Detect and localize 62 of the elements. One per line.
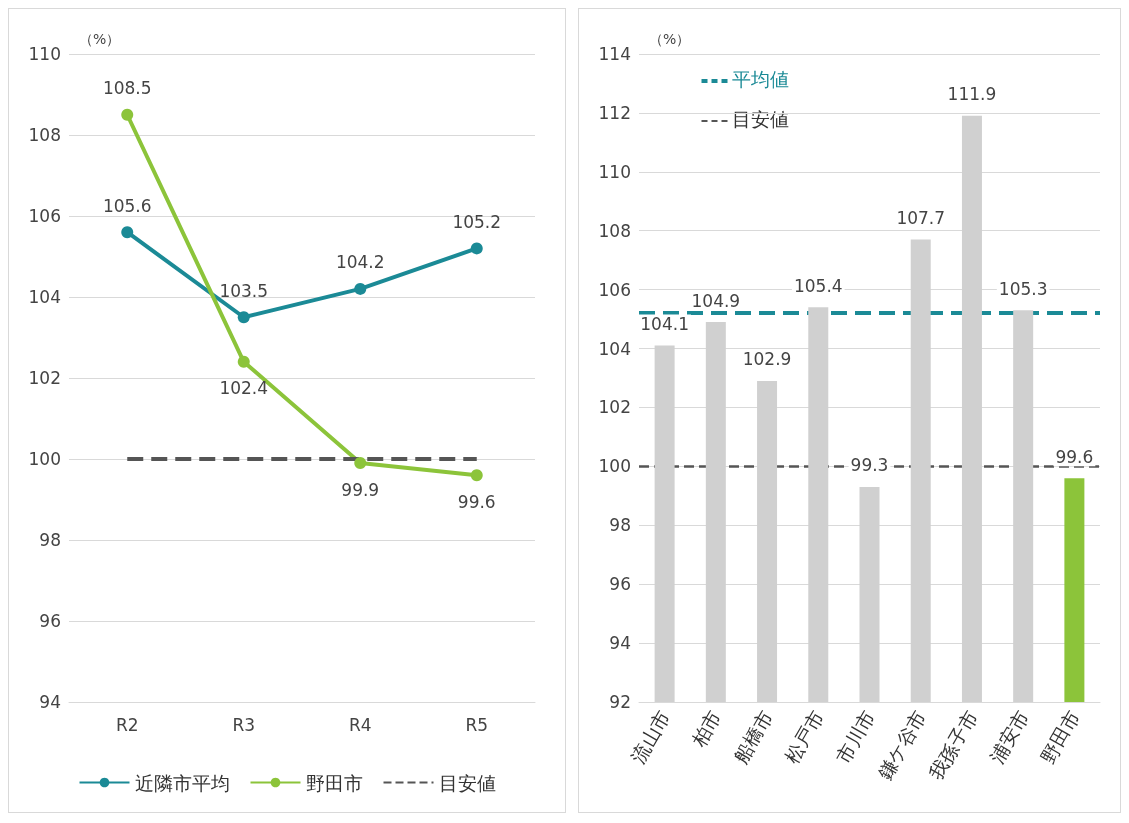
data-label: 111.9 <box>947 84 997 105</box>
x-tick-label: R4 <box>348 714 372 735</box>
data-label: 107.7 <box>896 208 946 229</box>
y-tick-label: 98 <box>39 530 61 550</box>
y-tick-label: 114 <box>598 44 631 64</box>
y-tick-label: 110 <box>598 161 631 182</box>
y-tick-label: 102 <box>598 397 631 418</box>
data-label: 104.1 <box>640 314 689 335</box>
point <box>121 226 134 239</box>
y-tick-label: 106 <box>598 279 631 300</box>
y-tick-label: 94 <box>609 633 631 654</box>
data-label: 102.4 <box>219 378 269 399</box>
y-axis-title: （%） <box>79 31 121 47</box>
data-label: 99.9 <box>341 479 380 500</box>
data-label: 105.3 <box>998 278 1048 299</box>
data-label: 105.4 <box>793 275 843 296</box>
legend-label: 平均値 <box>731 67 789 90</box>
x-tick-label: 市川市 <box>831 706 880 767</box>
data-label: 102.9 <box>742 349 792 370</box>
point <box>237 355 250 368</box>
y-tick-label: 98 <box>609 515 631 536</box>
legend-label: 目安値 <box>438 771 496 794</box>
data-label: 104.9 <box>691 290 741 311</box>
y-tick-label: 96 <box>39 611 61 631</box>
y-axis-title: （%） <box>649 31 691 47</box>
point <box>237 311 250 324</box>
x-tick-label: R5 <box>465 714 489 735</box>
x-tick-label: 松戸市 <box>780 706 828 767</box>
x-tick-label: 船橋市 <box>729 706 777 767</box>
point <box>470 469 483 482</box>
x-tick-label: R2 <box>115 714 139 735</box>
point <box>121 108 134 121</box>
point <box>470 242 483 255</box>
y-tick-label: 104 <box>598 338 631 359</box>
data-label: 108.5 <box>102 78 152 99</box>
y-tick-label: 92 <box>609 692 631 712</box>
y-tick-label: 108 <box>598 220 631 241</box>
data-label: 103.5 <box>219 280 269 301</box>
y-tick-label: 110 <box>28 44 61 64</box>
data-label: 104.2 <box>335 252 385 273</box>
x-tick-label: 我孫子市 <box>924 706 982 784</box>
y-tick-label: 100 <box>598 456 631 477</box>
data-label: 105.2 <box>452 211 502 232</box>
data-label: 105.6 <box>102 195 152 216</box>
x-tick-label: 野田市 <box>1036 706 1084 767</box>
y-tick-label: 104 <box>28 287 61 307</box>
y-tick-label: 100 <box>28 449 61 469</box>
x-tick-label: 浦安市 <box>985 706 1033 767</box>
data-label: 99.3 <box>850 455 889 476</box>
data-label: 99.6 <box>457 491 496 512</box>
y-tick-label: 96 <box>609 574 631 595</box>
y-tick-label: 112 <box>598 102 631 123</box>
x-tick-label: R3 <box>232 714 256 735</box>
y-tick-label: 102 <box>28 368 61 388</box>
y-tick-label: 94 <box>39 692 61 712</box>
y-tick-label: 108 <box>28 125 61 145</box>
legend-label: 近隣市平均 <box>134 771 230 794</box>
y-tick-label: 106 <box>28 206 61 226</box>
point <box>354 282 367 295</box>
point <box>354 457 367 470</box>
data-label: 99.6 <box>1055 446 1094 467</box>
x-tick-label: 柏市 <box>686 706 726 752</box>
